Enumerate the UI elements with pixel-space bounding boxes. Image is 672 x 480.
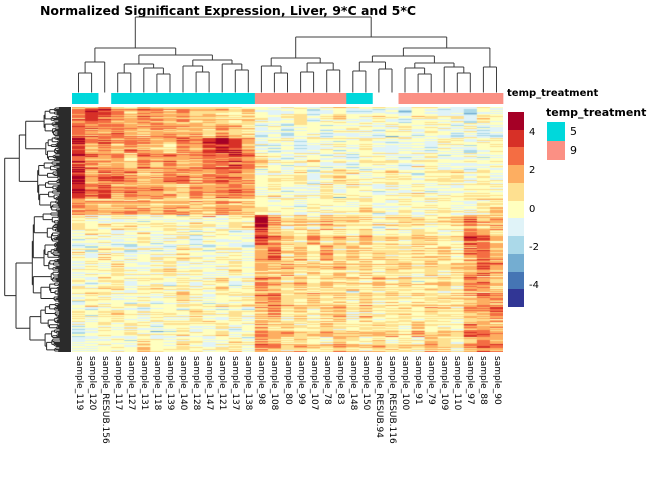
column-label: sample_79 bbox=[426, 356, 437, 405]
annotation-cell bbox=[215, 93, 230, 104]
column-label: sample_108 bbox=[269, 356, 280, 411]
column-label: sample_99 bbox=[295, 356, 306, 405]
column-label: sample_147 bbox=[204, 356, 215, 411]
annotation-cell bbox=[228, 93, 243, 104]
annotation-cell bbox=[424, 93, 439, 104]
column-label: sample_80 bbox=[282, 356, 293, 405]
annotation-cell bbox=[202, 93, 217, 104]
colorbar-tick-label: -4 bbox=[529, 280, 539, 291]
annotation-cell bbox=[176, 93, 190, 104]
annotation-cell bbox=[489, 93, 504, 104]
column-label: sample_131 bbox=[138, 356, 149, 411]
column-label: sample_140 bbox=[178, 356, 188, 411]
annotation-cell bbox=[254, 93, 269, 104]
heatmap-canvas bbox=[72, 107, 503, 352]
column-label: sample_97 bbox=[465, 356, 476, 405]
column-label: sample_148 bbox=[347, 356, 358, 411]
column-label: sample_110 bbox=[452, 356, 463, 411]
annotation-cell bbox=[124, 93, 138, 104]
column-label: sample_90 bbox=[491, 356, 502, 405]
colorbar-block bbox=[508, 165, 524, 184]
colorbar-tick-label: 0 bbox=[529, 203, 536, 215]
annotation-cell bbox=[280, 93, 295, 104]
column-label: sample_117 bbox=[112, 356, 123, 411]
legend-label: 9 bbox=[570, 144, 577, 157]
plot-title: Normalized Significant Expression, Liver… bbox=[39, 3, 417, 18]
column-label: sample_120 bbox=[86, 356, 97, 411]
annotation-cell bbox=[450, 93, 465, 104]
colorbar-block bbox=[508, 200, 524, 219]
colorbar-block bbox=[508, 271, 524, 290]
annotation-cell bbox=[333, 93, 347, 104]
column-label: sample_118 bbox=[151, 356, 162, 411]
legend-swatch-9 bbox=[547, 141, 565, 160]
colorbar-block bbox=[508, 129, 524, 148]
row-dendrogram bbox=[4, 107, 71, 352]
column-label: sample_150 bbox=[360, 356, 371, 411]
colorbar-tick-label: 2 bbox=[529, 165, 536, 177]
colorbar-block bbox=[508, 236, 524, 255]
column-label: sample_78 bbox=[321, 356, 332, 405]
column-label: sample_137 bbox=[230, 356, 241, 411]
colorbar-block bbox=[508, 218, 524, 237]
annotation-cell bbox=[346, 93, 360, 104]
annotation-cell bbox=[163, 93, 177, 104]
column-label: sample_RESUB.94 bbox=[373, 356, 384, 438]
annotation-track-label: temp_treatment bbox=[507, 88, 599, 99]
annotation-cell bbox=[189, 93, 203, 104]
column-label: sample_109 bbox=[439, 356, 450, 411]
column-label: sample_RESUB.156 bbox=[99, 356, 110, 444]
legend-swatch-5 bbox=[547, 122, 565, 141]
column-label: sample_88 bbox=[478, 356, 489, 405]
column-label: sample_98 bbox=[256, 356, 267, 405]
annotation-cell bbox=[307, 93, 321, 104]
colorbar-tick-label: -2 bbox=[529, 241, 539, 253]
colorbar-block bbox=[508, 253, 524, 273]
annotation-cell bbox=[150, 93, 164, 104]
column-label: sample_121 bbox=[217, 356, 228, 411]
annotation-cell bbox=[267, 93, 282, 104]
colorbar-block bbox=[508, 147, 524, 166]
annotation-cell bbox=[111, 93, 125, 104]
column-label: sample_RESUB.116 bbox=[387, 356, 397, 444]
column-label: sample_127 bbox=[125, 356, 136, 411]
annotation-cell bbox=[320, 93, 334, 104]
column-label: sample_128 bbox=[191, 356, 202, 411]
column-label: sample_138 bbox=[243, 356, 254, 411]
colorbar-block bbox=[508, 289, 524, 308]
colorbar-block bbox=[508, 112, 524, 131]
annotation-cell bbox=[437, 93, 452, 104]
column-label: sample_119 bbox=[73, 356, 84, 411]
annotation-cell bbox=[72, 93, 86, 104]
colorbar-block bbox=[508, 182, 524, 202]
annotation-cell bbox=[411, 93, 425, 104]
column-label: sample_139 bbox=[165, 356, 175, 411]
colorbar-tick-label: 4 bbox=[529, 127, 536, 138]
legend-title: temp_treatment bbox=[546, 106, 647, 119]
annotation-cell bbox=[476, 93, 491, 104]
annotation-cell bbox=[85, 93, 99, 104]
annotation-cell bbox=[137, 93, 151, 104]
legend-label: 5 bbox=[570, 125, 577, 138]
column-label: sample_107 bbox=[308, 356, 319, 411]
annotation-cell bbox=[463, 93, 478, 104]
annotation-cell bbox=[398, 93, 412, 104]
colorbar bbox=[508, 112, 524, 308]
column-label: sample_83 bbox=[334, 356, 345, 405]
column-dendrogram bbox=[78, 16, 497, 93]
annotation-cell bbox=[359, 93, 373, 104]
annotation-cell bbox=[294, 93, 308, 104]
column-label: sample_100 bbox=[400, 356, 410, 411]
column-label: sample_91 bbox=[413, 356, 424, 405]
annotation-cell bbox=[241, 93, 256, 104]
